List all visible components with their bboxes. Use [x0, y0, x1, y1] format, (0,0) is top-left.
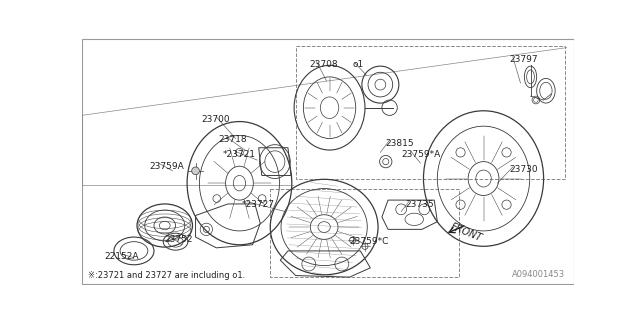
Text: FRONT: FRONT	[449, 222, 483, 244]
Text: 23708: 23708	[310, 60, 338, 69]
Text: 23759A: 23759A	[149, 162, 184, 171]
Text: 23735: 23735	[405, 200, 434, 209]
Text: 23815: 23815	[386, 139, 414, 148]
Text: 23700: 23700	[201, 116, 230, 124]
Text: *23721: *23721	[223, 150, 255, 159]
Text: ※:23721 and 23727 are including o1.: ※:23721 and 23727 are including o1.	[88, 271, 245, 280]
Text: 23759*A: 23759*A	[401, 150, 440, 159]
Text: 23718: 23718	[219, 135, 247, 144]
Text: 23752: 23752	[164, 235, 193, 244]
Text: 23730: 23730	[509, 165, 538, 174]
Text: *23727: *23727	[242, 200, 275, 209]
Text: 23759*C: 23759*C	[349, 237, 389, 246]
Text: A094001453: A094001453	[512, 270, 565, 279]
Text: 22152A: 22152A	[105, 252, 140, 261]
Text: 23797: 23797	[509, 55, 538, 64]
Text: o1: o1	[353, 60, 364, 69]
Circle shape	[192, 167, 200, 175]
